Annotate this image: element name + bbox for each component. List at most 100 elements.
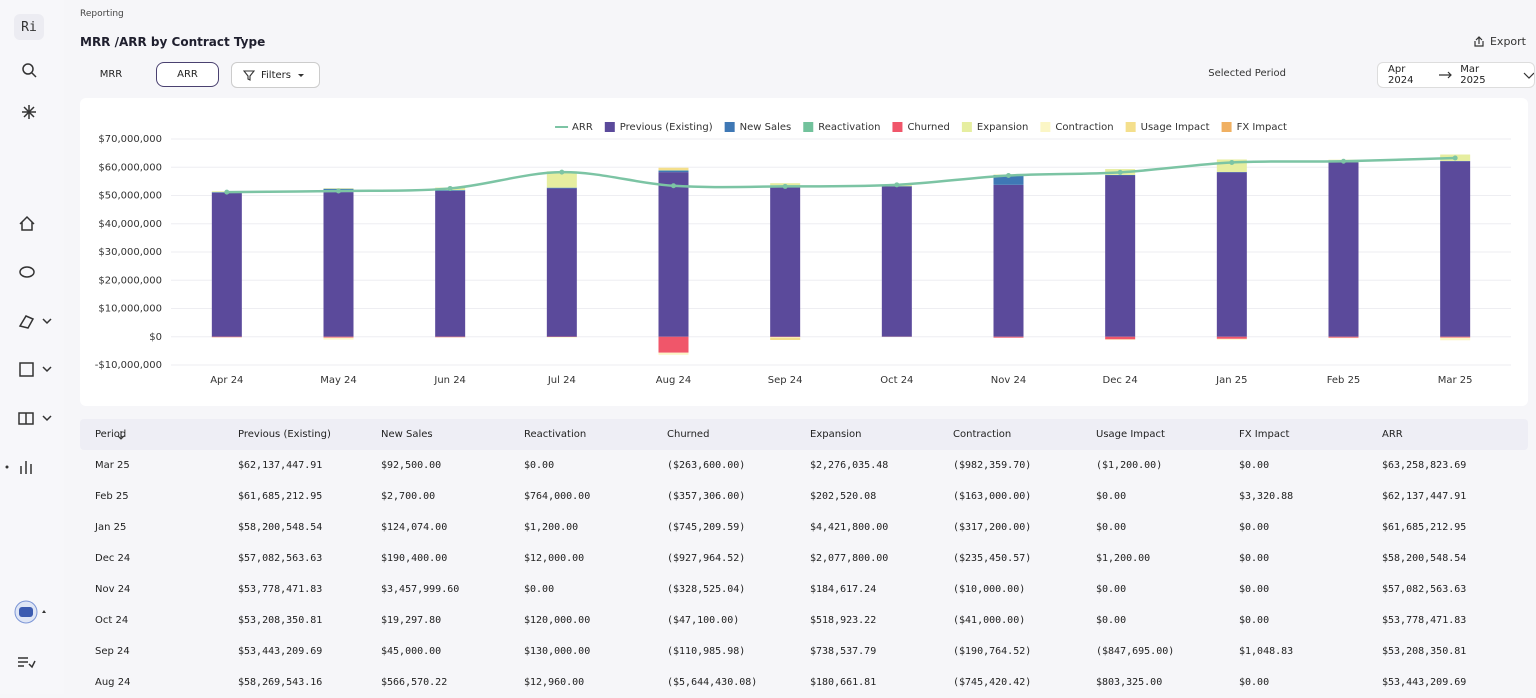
line-point [1006,173,1011,178]
chart-card: -$10,000,000$0$10,000,000$20,000,000$30,… [80,98,1528,406]
table-cell: $0.00 [524,450,554,481]
table-cell: ($10,000.00) [953,574,1025,605]
x-tick-label: Mar 25 [1438,375,1473,386]
table-cell: Sep 24 [95,636,130,667]
y-tick-label: -$10,000,000 [95,360,162,371]
table-cell: $2,077,800.00 [810,543,888,574]
menu-icon[interactable] [18,658,35,667]
table-row[interactable]: Jan 25$58,200,548.54$124,074.00$1,200.00… [80,512,1528,543]
line-point [671,183,676,188]
filter-icon [243,69,255,81]
table-cell: ($927,964.52) [667,543,745,574]
export-label: Export [1490,35,1526,48]
table-row[interactable]: Dec 24$57,082,563.63$190,400.00$12,000.0… [80,543,1528,574]
table-row[interactable]: Mar 25$62,137,447.91$92,500.00$0.00($263… [80,450,1528,481]
box-icon[interactable] [20,363,33,376]
table-cell: $184,617.24 [810,574,876,605]
bar-segment [770,337,800,338]
table-cell: ($317,200.00) [953,512,1031,543]
line-point [1341,159,1346,164]
table-cell: $120,000.00 [524,605,590,636]
bar-segment [659,353,689,355]
bar-segment [212,337,242,338]
table-cell: $202,520.08 [810,481,876,512]
line-point [1229,160,1234,165]
legend-label: Churned [907,122,949,133]
table-cell: $53,208,350.81 [238,605,322,636]
line-point [559,170,564,175]
table-cell: $0.00 [1239,450,1269,481]
bar-segment [1440,337,1470,340]
column-header: New Sales [381,419,433,450]
table-cell: $53,443,209.69 [238,636,322,667]
table-cell: ($190,764.52) [953,636,1031,667]
bar-segment [659,168,689,170]
legend-swatch [1126,122,1136,132]
table-cell: ($847,695.00) [1096,636,1174,667]
table-cell: $2,276,035.48 [810,450,888,481]
column-header: Reactivation [524,419,586,450]
filters-button[interactable]: Filters [231,62,320,88]
piggy-icon[interactable] [20,267,34,277]
y-tick-label: $50,000,000 [98,191,162,202]
table-cell: $58,200,548.54 [238,512,322,543]
table-cell: $53,778,471.83 [1382,605,1466,636]
search-icon[interactable] [23,64,33,74]
table-row[interactable]: Feb 25$61,685,212.95$2,700.00$764,000.00… [80,481,1528,512]
table-cell: $764,000.00 [524,481,590,512]
chart-icon[interactable] [21,461,31,474]
period-start: Apr 2024 [1388,64,1431,86]
table-cell: $3,457,999.60 [381,574,459,605]
tool-icon[interactable] [20,316,33,328]
line-series [227,158,1455,192]
export-button[interactable]: Export [1473,35,1526,48]
tab-mrr[interactable]: MRR [88,62,134,87]
line-point [448,186,453,191]
legend-label: Contraction [1055,122,1113,133]
table-cell: $0.00 [1239,574,1269,605]
table-cell: ($41,000.00) [953,605,1025,636]
bar-segment [994,337,1024,338]
book-icon[interactable] [19,413,33,424]
home-icon[interactable] [20,217,34,230]
table-cell: $1,048.83 [1239,636,1293,667]
y-tick-label: $20,000,000 [98,275,162,286]
period-selector[interactable]: Apr 2024 Mar 2025 [1377,62,1535,88]
table-cell: $0.00 [1239,605,1269,636]
bar-segment [1105,175,1135,336]
legend-swatch [605,122,615,132]
tab-arr[interactable]: ARR [156,62,219,87]
bar-segment [659,170,689,171]
table-row[interactable]: Sep 24$53,443,209.69$45,000.00$130,000.0… [80,636,1528,667]
table-cell: $3,320.88 [1239,481,1293,512]
table-cell: Mar 25 [95,450,130,481]
table-cell: ($5,644,430.08) [667,667,757,698]
table-body: Mar 25$62,137,447.91$92,500.00$0.00($263… [80,450,1528,698]
table-row[interactable]: Aug 24$58,269,543.16$566,570.22$12,960.0… [80,667,1528,698]
legend-label: Previous (Existing) [620,122,713,133]
table-cell: Oct 24 [95,605,128,636]
bar-segment [659,171,689,173]
bar-segment [659,172,689,337]
table-cell: $0.00 [1096,512,1126,543]
sort-icon[interactable] [116,430,126,440]
table-row[interactable]: Nov 24$53,778,471.83$3,457,999.60$0.00($… [80,574,1528,605]
line-point [1118,170,1123,175]
legend-label: Reactivation [818,122,880,133]
y-tick-label: $70,000,000 [98,134,162,145]
asterisk-icon[interactable] [22,105,36,119]
table-cell: $12,960.00 [524,667,584,698]
caret [297,71,305,79]
bar-segment [324,337,354,338]
bar-segment [1329,337,1359,338]
table-cell: $1,200.00 [1096,543,1150,574]
table-cell: $58,200,548.54 [1382,543,1466,574]
breadcrumb[interactable]: Reporting [80,9,124,19]
table-cell: $0.00 [1096,574,1126,605]
table-row[interactable]: Oct 24$53,208,350.81$19,297.80$120,000.0… [80,605,1528,636]
table-cell: ($745,209.59) [667,512,745,543]
table-cell: ($328,525.04) [667,574,745,605]
table-cell: $1,200.00 [524,512,578,543]
